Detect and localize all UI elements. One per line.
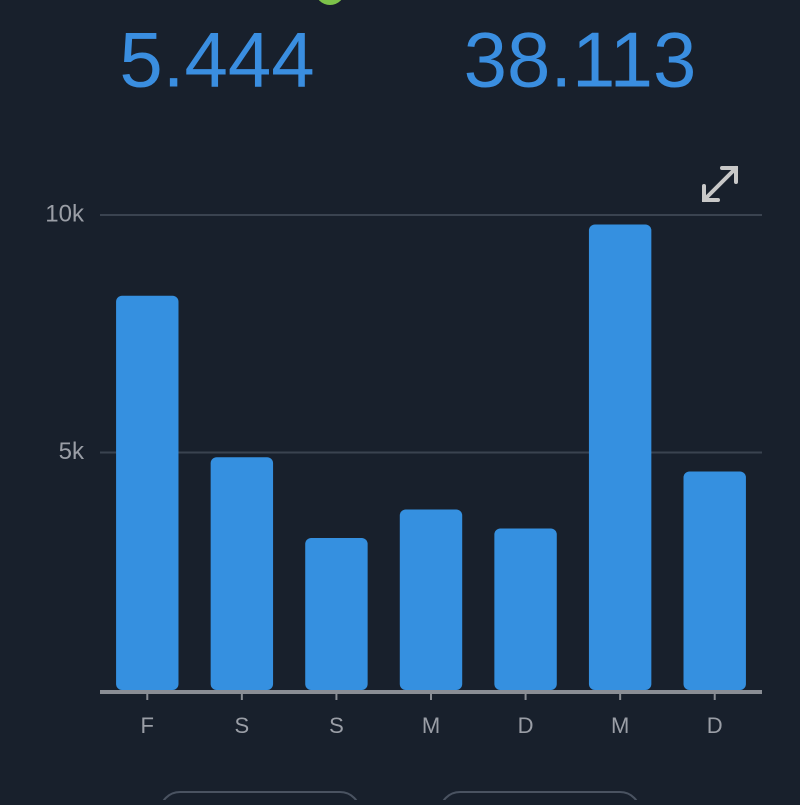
- bar: [399, 509, 463, 690]
- bar: [116, 295, 179, 690]
- summary-value: 5.444: [119, 16, 314, 104]
- bar: [494, 528, 557, 690]
- bar: [683, 471, 746, 690]
- x-tick-label: M: [422, 713, 440, 738]
- bar: [305, 538, 368, 690]
- expand-button[interactable]: [702, 166, 738, 202]
- x-tick-label: D: [707, 713, 723, 738]
- button[interactable]: [160, 791, 360, 805]
- bar: [210, 457, 274, 690]
- chart: 5k 10k F S S M D M D: [45, 200, 762, 738]
- status-dot: [318, 0, 342, 5]
- x-tick-label: M: [611, 713, 629, 738]
- y-tick-label: 5k: [59, 438, 85, 465]
- y-tick-label: 10k: [45, 200, 85, 227]
- x-tick-label: D: [518, 713, 534, 738]
- x-tick-label: S: [235, 713, 250, 738]
- x-tick-label: S: [329, 713, 344, 738]
- bar: [588, 224, 652, 690]
- x-tick-label: F: [141, 713, 154, 738]
- summary-value: 38.113: [464, 16, 697, 104]
- button[interactable]: [440, 791, 640, 805]
